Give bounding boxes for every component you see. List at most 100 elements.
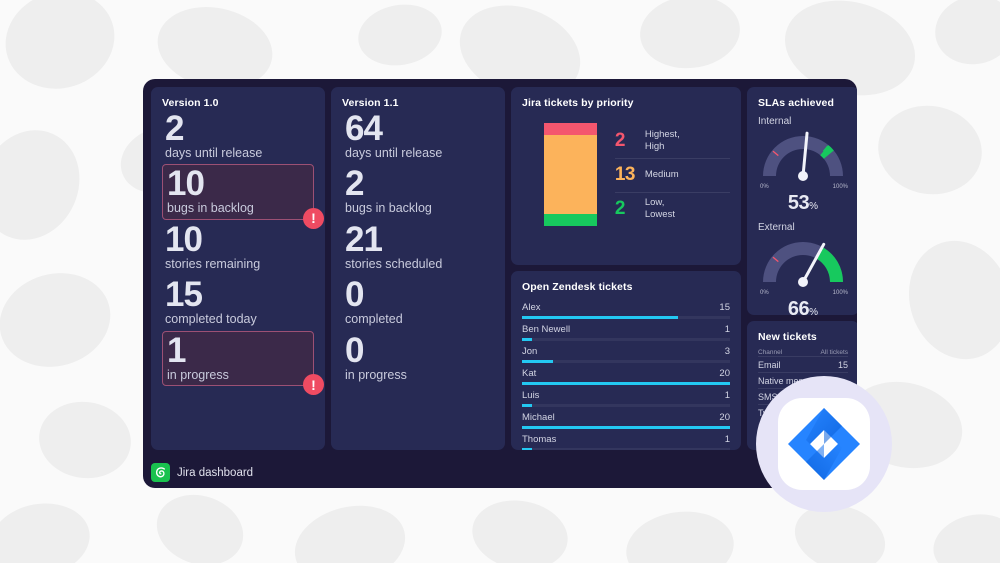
metric-value: 2 [345,164,364,204]
new-tickets-channel: Email [758,360,781,370]
zendesk-row-head: Kat 20 [522,368,730,379]
metric-label: days until release [165,146,263,161]
gauge-scale-external: 0% 100% [758,290,848,299]
gauge-green-band [820,145,834,159]
gauge-min-label: 0% [760,184,769,190]
metric-in-progress: 1 in progress ! [162,330,324,396]
jira-logo-icon [754,374,894,514]
sla-label-internal: Internal [758,116,792,127]
legend-item-low: 2 Low, Lowest [614,191,730,226]
zendesk-row: Luis 1 [522,388,730,407]
zendesk-bar-fill [522,338,533,341]
metric-value: 0 [345,275,364,315]
gauge-value-internal: 53% [758,192,848,215]
zendesk-row: Thomas 1 [522,432,730,450]
metric-stories-remaining: 10 stories remaining [162,221,314,271]
new-tickets-row: Native messaging [758,372,848,388]
metric-days-until-release: 2 days until release [162,109,314,161]
panel-title-new-tickets: New tickets [758,331,817,343]
zendesk-bar-fill [522,316,678,319]
zendesk-ticket-count: 1 [724,390,730,401]
metric-days-until-release: 64 days until release [342,110,494,161]
metric-value: 15 [165,275,203,315]
header-channel: Channel [758,349,783,356]
zendesk-row: Jon 3 [522,344,730,363]
legend-value: 13 [614,164,636,185]
alert-badge-icon: ! [303,374,324,396]
panel-title-priority: Jira tickets by priority [522,97,634,109]
zendesk-row-head: Michael 20 [522,412,730,423]
metric-stories-scheduled: 21 stories scheduled [342,219,494,271]
priority-stacked-bar [544,123,597,226]
zendesk-agent-name: Michael [522,412,555,423]
gauge-green-marker [822,145,829,152]
zendesk-ticket-count: 1 [724,324,730,335]
priority-segment-high [544,123,597,136]
zendesk-row: Kat 20 [522,366,730,385]
metric-label: stories scheduled [345,256,443,271]
zendesk-rows: Alex 15 Ben Newell 1 Jon 3 Kat 20 Luis 1 Michael 20… [522,300,730,450]
metric-value: 2 [165,109,184,148]
zendesk-agent-name: Jon [522,346,538,357]
new-tickets-row: Email 15 [758,356,848,372]
column-middle: Jira tickets by priority 2 Highest, High [511,87,741,450]
dashboard-footer: Jira dashboard [151,463,253,482]
zendesk-ticket-count: 15 [719,302,730,313]
metric-value: 1 [167,330,186,370]
metric-label: completed [345,312,403,327]
metric-completed-today: 15 completed today [162,275,314,327]
new-tickets-count: 15 [837,360,848,370]
zendesk-row-head: Jon 3 [522,346,730,357]
zendesk-bar-track [522,404,730,407]
zendesk-bar-track [522,316,730,319]
zendesk-bar-track [522,382,730,385]
gauge-red-marker [772,150,779,157]
zendesk-agent-name: Luis [522,390,540,401]
zendesk-agent-name: Ben Newell [522,324,571,335]
zendesk-row-head: Luis 1 [522,390,730,401]
metric-value: 21 [345,219,383,259]
panel-title-slas: SLAs achieved [758,97,834,109]
zendesk-row: Ben Newell 1 [522,322,730,341]
priority-legend: 2 Highest, High 13 Medium [614,124,730,226]
dashboard-frame: Version 1.0 2 days until release 10 bugs… [143,79,857,488]
legend-item-medium: 13 Medium [614,157,730,192]
zendesk-bar-fill [522,404,533,407]
gauge-red-marker [772,256,779,263]
zendesk-bar-fill [522,382,730,385]
metric-bugs-in-backlog: 2 bugs in backlog [342,164,494,216]
zendesk-agent-name: Kat [522,368,537,379]
gauge-scale-internal: 0% 100% [758,184,848,193]
new-tickets-channel: SMS [758,392,778,402]
zendesk-row-head: Thomas 1 [522,434,730,445]
metric-label: bugs in backlog [167,201,254,216]
zendesk-ticket-count: 20 [719,368,730,379]
panels-grid: Version 1.0 2 days until release 10 bugs… [151,87,857,450]
zendesk-bar-track [522,448,730,450]
gauge-percent-symbol: % [809,307,819,315]
sla-label-external: External [758,222,795,233]
metric-bugs-in-backlog: 10 bugs in backlog ! [162,164,324,229]
metric-label: completed today [165,312,257,327]
metric-label: days until release [345,146,443,161]
header-all-tickets: All tickets [820,349,848,356]
gauge-needle [801,242,826,284]
legend-label: Medium [645,169,679,181]
legend-label-line1: Low, [644,197,665,209]
metric-in-progress: 0 in progress [342,332,494,382]
geckoboard-icon [151,463,170,482]
panel-version-1-1: Version 1.1 64 days until release 2 bugs… [331,87,505,450]
zendesk-row-head: Alex 15 [522,302,730,313]
panel-open-zendesk-tickets: Open Zendesk tickets Alex 15 Ben Newell 1 Jo… [511,271,741,450]
new-tickets-channel: Native messaging [758,376,830,386]
zendesk-agent-name: Thomas [522,434,557,445]
zendesk-bar-fill [522,448,533,450]
zendesk-ticket-count: 3 [724,346,730,357]
zendesk-row-head: Ben Newell 1 [522,324,730,335]
gauge-value-number: 53 [787,192,810,214]
zendesk-row: Alex 15 [522,300,730,319]
gauge-min-label: 0% [760,290,769,296]
gauge-value-number: 66 [787,298,810,315]
legend-label-line2: High [644,140,665,152]
panel-title-version-1-0: Version 1.0 [162,97,219,109]
